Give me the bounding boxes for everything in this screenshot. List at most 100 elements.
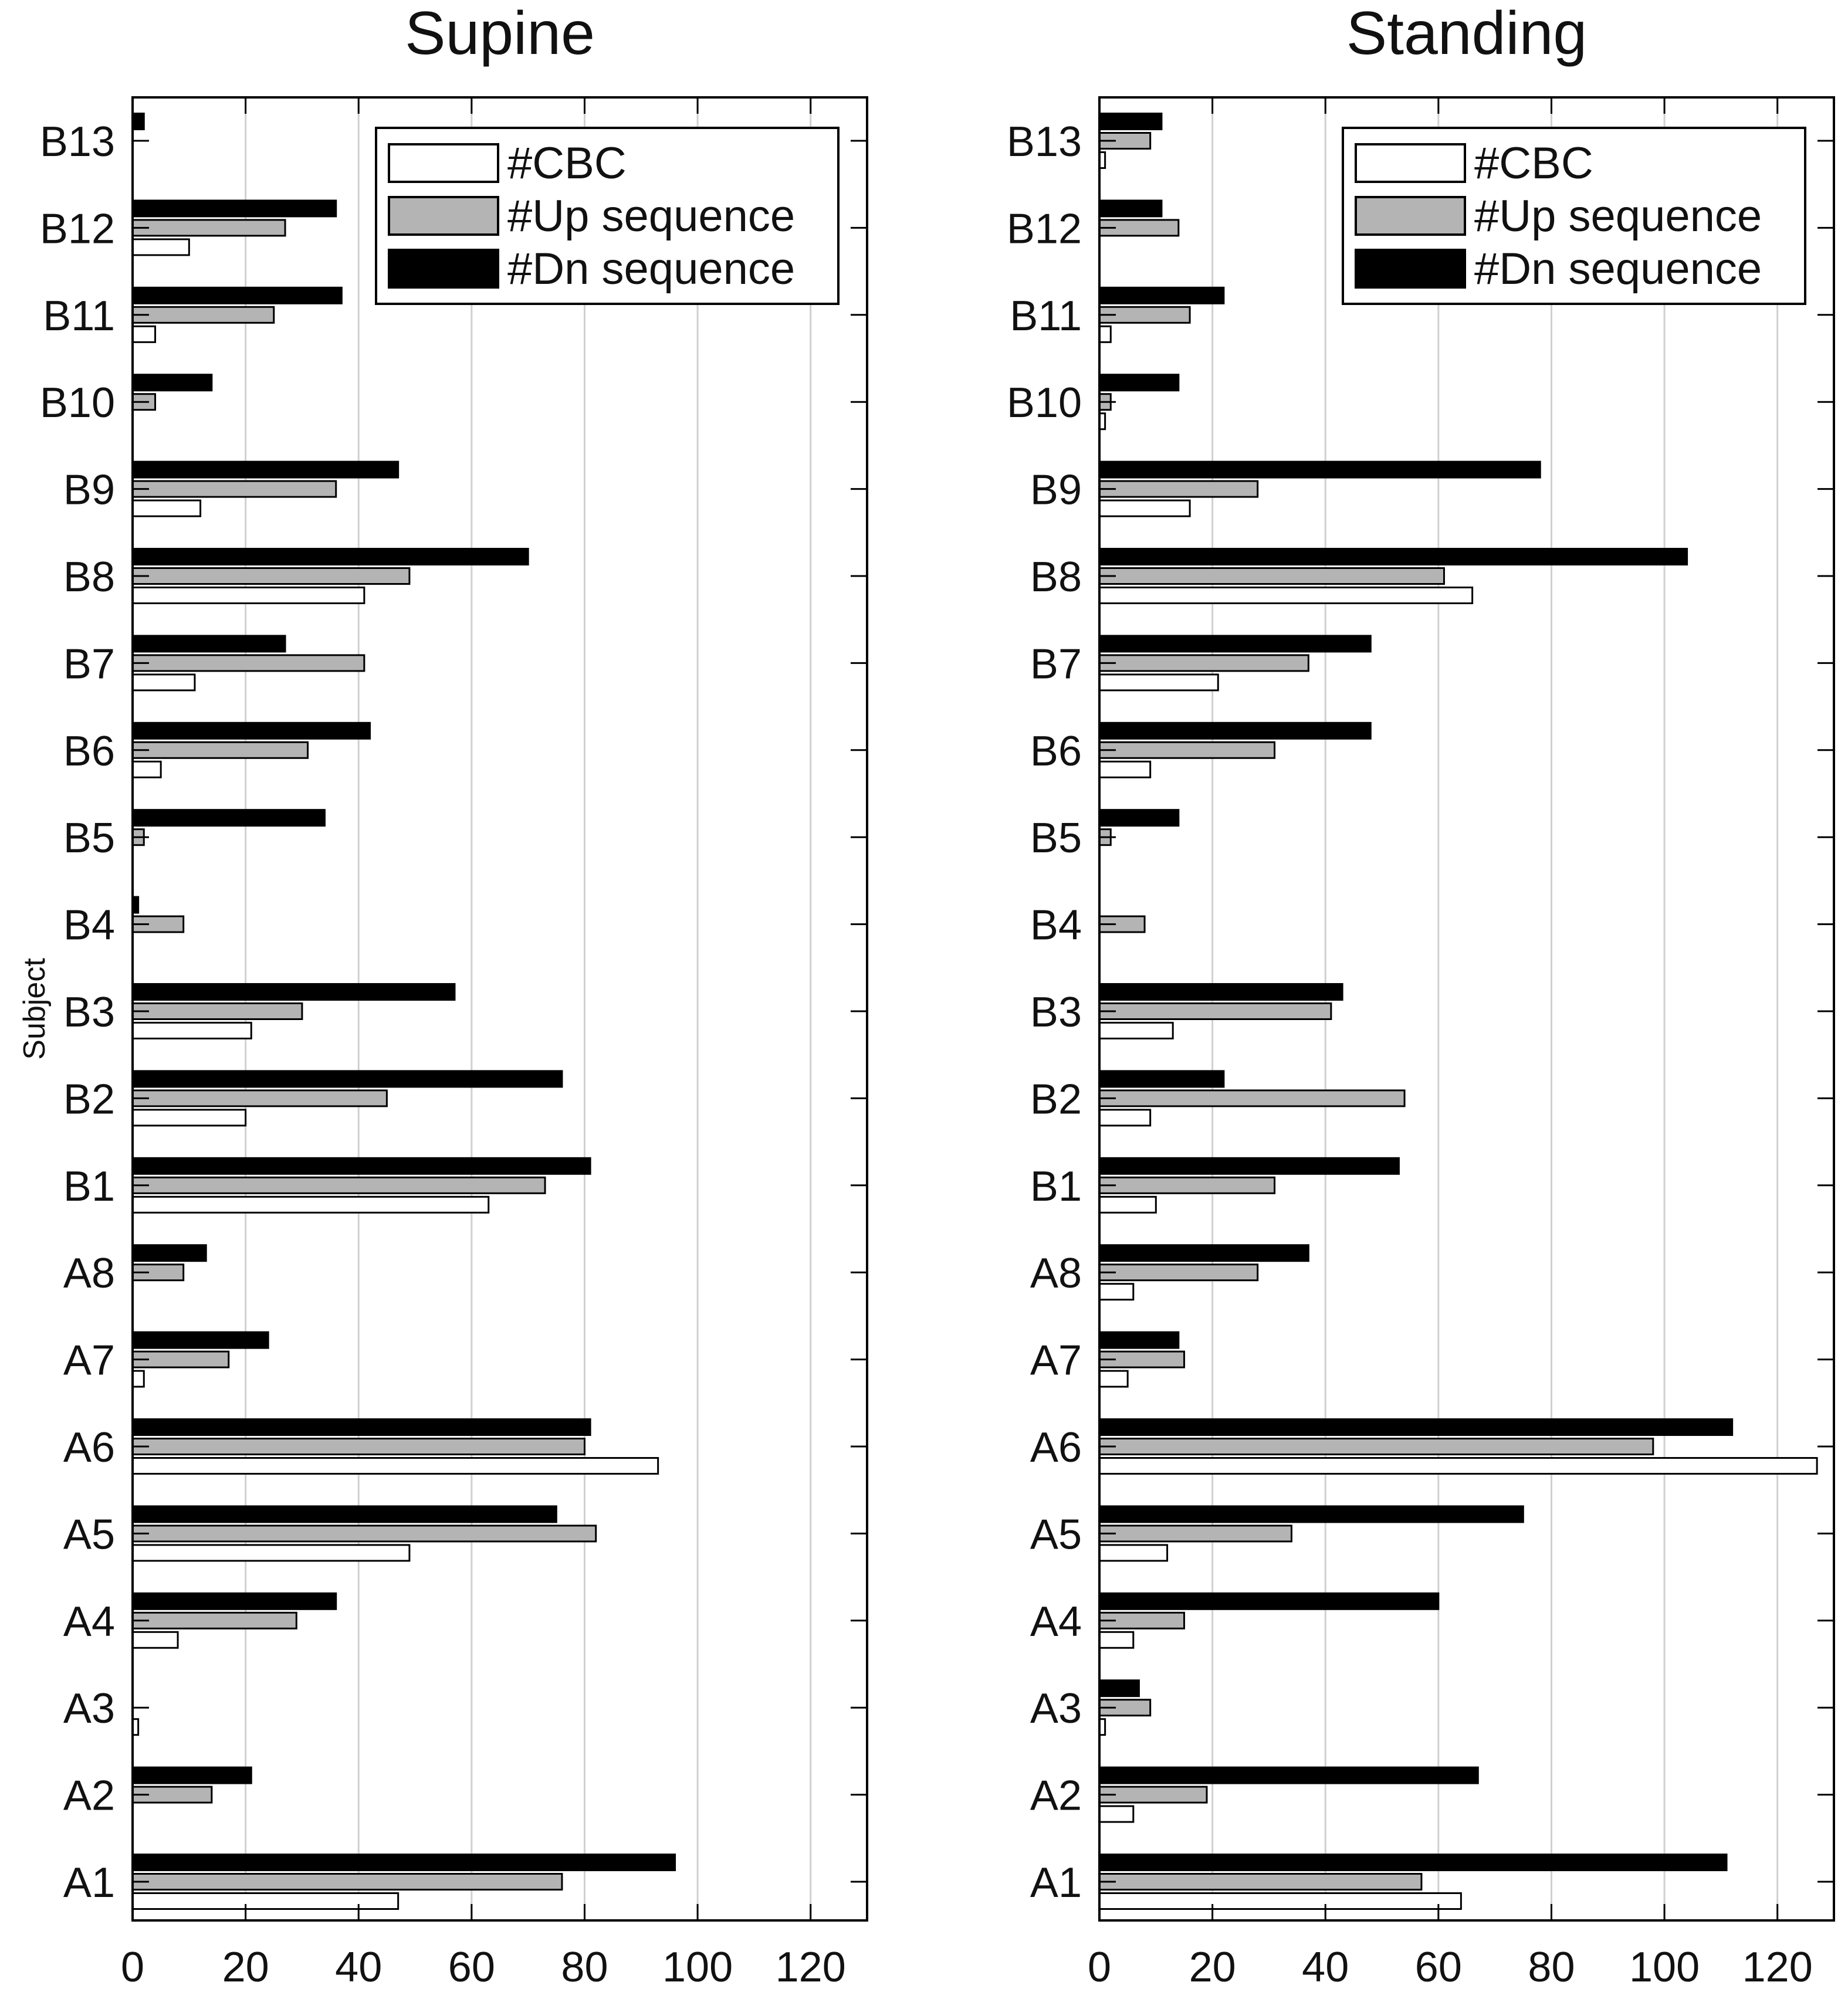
bar-a7-cbc xyxy=(1098,1370,1129,1388)
bar-b2-up xyxy=(131,1089,388,1107)
bar-a1-up xyxy=(1098,1873,1423,1891)
y-tick-label: A5 xyxy=(1030,1511,1082,1558)
y-tick-label: A2 xyxy=(1030,1773,1082,1820)
bar-b3-cbc xyxy=(1098,1022,1174,1039)
bar-a6-up xyxy=(131,1438,585,1455)
y-tick-label: B3 xyxy=(1030,989,1082,1036)
y-tick-label: A2 xyxy=(63,1773,115,1820)
chart-title: Supine xyxy=(405,0,595,67)
legend: #CBC#Up sequence#Dn sequence xyxy=(375,127,840,305)
x-tick-label: 120 xyxy=(1742,1944,1813,1991)
bar-b2-cbc xyxy=(1098,1109,1152,1127)
bar-b5-dn xyxy=(1098,809,1180,827)
y-tick-label: B7 xyxy=(1030,641,1082,687)
y-tick-label: A6 xyxy=(1030,1424,1082,1471)
bar-a4-up xyxy=(131,1611,297,1629)
y-tick-label: B13 xyxy=(40,118,115,165)
y-tick-label: A4 xyxy=(1030,1598,1082,1645)
bar-a5-cbc xyxy=(131,1544,411,1562)
bar-b6-cbc xyxy=(131,760,162,778)
legend-label: #Dn sequence xyxy=(507,244,795,294)
legend: #CBC#Up sequence#Dn sequence xyxy=(1342,127,1806,305)
bar-b12-dn xyxy=(1098,199,1163,218)
y-tick-label: A4 xyxy=(63,1598,115,1645)
bar-a8-cbc xyxy=(1098,1283,1135,1301)
bar-b2-up xyxy=(1098,1089,1406,1107)
y-tick-label: B4 xyxy=(63,902,115,949)
bar-a8-up xyxy=(1098,1263,1259,1282)
y-tick-label: B5 xyxy=(1030,815,1082,862)
y-tick-label: B5 xyxy=(63,815,115,862)
bar-b12-cbc xyxy=(131,238,190,256)
bar-a4-cbc xyxy=(131,1631,179,1649)
y-tick-label: A6 xyxy=(63,1424,115,1471)
y-tick-label: B12 xyxy=(1007,205,1082,252)
bar-b11-dn xyxy=(131,286,343,304)
plot-frame xyxy=(131,96,868,1922)
bar-a3-dn xyxy=(1098,1679,1140,1698)
bar-b8-dn xyxy=(1098,548,1688,565)
y-tick-label: B6 xyxy=(63,728,115,775)
legend-swatch xyxy=(1355,249,1466,289)
bar-b11-dn xyxy=(1098,286,1225,304)
x-tick-label: 20 xyxy=(222,1944,269,1991)
bar-a2-up xyxy=(1098,1786,1208,1804)
x-tick-label: 40 xyxy=(335,1944,382,1991)
x-tick-label: 40 xyxy=(1302,1944,1349,1991)
chart-title: Standing xyxy=(1346,0,1588,67)
bar-b1-dn xyxy=(1098,1157,1400,1175)
y-tick-label: A7 xyxy=(1030,1337,1082,1384)
y-tick-label: B11 xyxy=(43,293,115,340)
y-axis-label: Subject xyxy=(18,958,52,1060)
bar-b11-up xyxy=(131,306,275,324)
y-tick-label: B10 xyxy=(40,380,115,426)
bar-b13-dn xyxy=(1098,113,1163,130)
bar-a5-dn xyxy=(1098,1505,1524,1523)
bar-b7-dn xyxy=(1098,635,1372,653)
bar-b9-up xyxy=(1098,480,1259,498)
bar-b7-up xyxy=(1098,654,1309,672)
bar-b4-up xyxy=(1098,915,1146,933)
bar-b8-dn xyxy=(131,548,529,565)
x-tick-label: 100 xyxy=(1629,1944,1700,1991)
bar-b3-dn xyxy=(131,983,456,1001)
x-tick-label: 80 xyxy=(1528,1944,1575,1991)
bar-b8-cbc xyxy=(1098,587,1474,604)
y-tick-label: B2 xyxy=(63,1076,115,1123)
bar-a4-dn xyxy=(1098,1592,1440,1610)
bar-a6-dn xyxy=(131,1418,591,1436)
x-tick-label: 120 xyxy=(776,1944,846,1991)
x-tick-label: 80 xyxy=(561,1944,608,1991)
bar-b6-up xyxy=(131,741,309,759)
legend-label: #Dn sequence xyxy=(1474,244,1762,294)
legend-label: #Up sequence xyxy=(507,191,795,241)
y-tick-label: A8 xyxy=(1030,1250,1082,1297)
bar-b7-cbc xyxy=(131,673,196,692)
legend-swatch xyxy=(388,143,499,183)
bar-b8-up xyxy=(1098,567,1445,585)
bar-a2-cbc xyxy=(1098,1805,1135,1823)
chart-panel-standing: Standing A1 A2 A3 A4 A5 A6 A7 A8 B1 B2 B3 B4 B5 B6 B7 B8… xyxy=(1007,0,1835,1991)
plot-frame xyxy=(1098,96,1835,1922)
bar-b9-dn xyxy=(1098,460,1541,479)
bar-b11-cbc xyxy=(1098,325,1112,343)
x-tick-label: 0 xyxy=(121,1944,144,1991)
bar-a2-dn xyxy=(131,1766,252,1784)
bar-b8-up xyxy=(131,567,411,585)
bar-a1-cbc xyxy=(1098,1892,1462,1910)
y-tick-label: A3 xyxy=(1030,1685,1082,1732)
bar-b2-dn xyxy=(131,1070,563,1088)
legend-label: #Up sequence xyxy=(1474,191,1762,241)
y-tick-label: A5 xyxy=(63,1511,115,1558)
x-tick-label: 60 xyxy=(1415,1944,1462,1991)
y-tick-label: B9 xyxy=(63,467,115,514)
legend-swatch xyxy=(1355,143,1466,183)
bar-b13-dn xyxy=(131,113,145,130)
bar-b5-dn xyxy=(131,809,326,827)
bar-a1-dn xyxy=(131,1854,676,1871)
x-tick-label: 100 xyxy=(662,1944,733,1991)
bar-b2-dn xyxy=(1098,1070,1225,1088)
bar-a8-dn xyxy=(1098,1244,1309,1262)
legend-swatch xyxy=(388,249,499,289)
